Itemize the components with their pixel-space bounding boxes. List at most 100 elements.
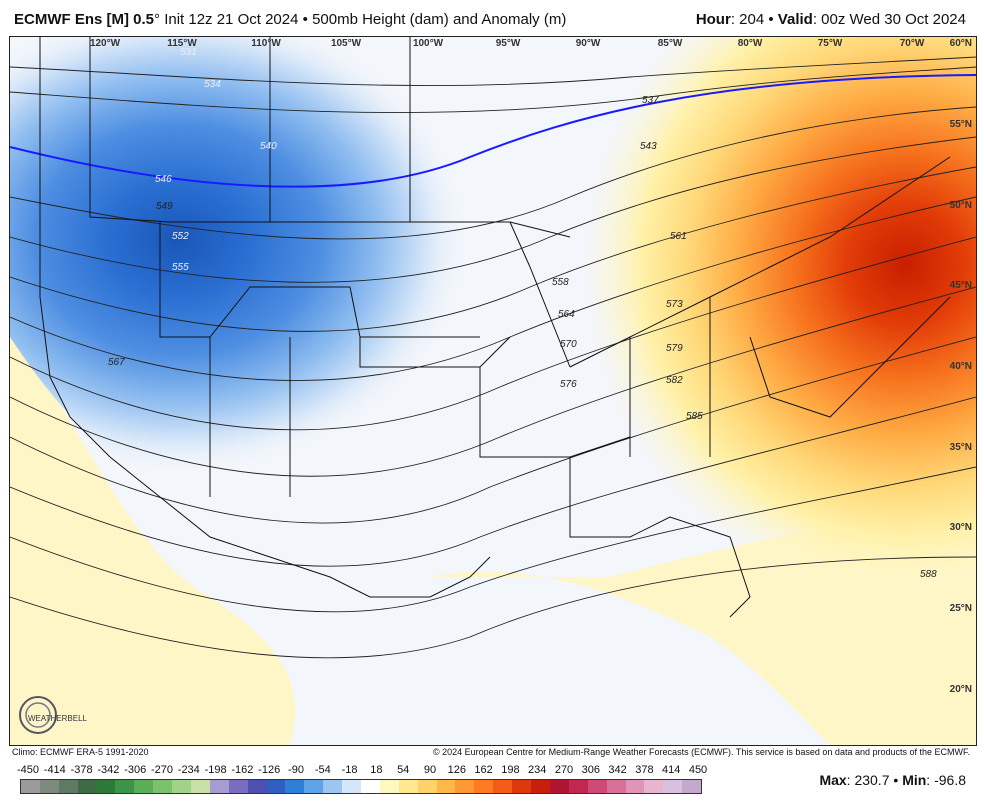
scale-swatch [96,780,116,793]
scale-label: -306 [124,764,147,776]
lat-label: 40°N [950,361,972,372]
scale-label: -378 [70,764,93,776]
scale-swatch [266,780,286,793]
valid-value: 00z Wed 30 Oct 2024 [821,11,966,28]
lon-label: 115°W [167,38,197,49]
scale-swatch [663,780,683,793]
logo-text: WEATHERBELL [28,714,88,723]
contour-label: 588 [920,569,937,580]
scale-label: 90 [423,764,437,776]
scale-swatch [361,780,380,793]
scale-label: 198 [501,764,520,776]
color-scale-bar [20,779,702,794]
max-min-bullet: • [893,772,899,788]
scale-swatch [606,780,626,793]
climo-credit: Climo: ECMWF ERA-5 1991-2020 [12,747,149,757]
contour-label: 543 [640,141,657,152]
scale-label: 342 [608,764,627,776]
contour-label: 552 [172,231,189,242]
scale-swatch [625,780,645,793]
min-label: Min [902,772,927,788]
scale-label: -342 [97,764,120,776]
scale-swatch [379,780,399,793]
header: ECMWF Ens [M] 0.5° Init 12z 21 Oct 2024 … [0,0,984,36]
contour-label: 555 [172,262,189,273]
latitude-labels: 60°N 55°N 50°N 45°N 40°N 35°N 30°N 25°N … [950,38,972,695]
lat-label: 50°N [950,200,972,211]
contour-label: 567 [108,357,125,368]
scale-label: 234 [528,764,547,776]
lon-label: 90°W [576,38,601,49]
scale-swatch [115,780,135,793]
lat-label: 60°N [950,38,972,49]
chart-title: ECMWF Ens [M] 0.5° Init 12z 21 Oct 2024 … [14,11,566,28]
contour-labels: 531 534 537 540 543 546 549 552 555 558 … [108,47,937,580]
product-name: 500mb Height (dam) and Anomaly (m) [312,11,567,28]
political-boundaries [39,37,951,618]
scale-label: -18 [341,764,358,776]
scale-swatch [682,780,702,793]
lat-label: 30°N [950,522,972,533]
scale-label: -162 [231,764,254,776]
scale-swatch [587,780,607,793]
lat-label: 20°N [950,684,972,695]
height-contours [10,56,976,659]
model-name: ECMWF Ens [M] 0.5 [14,11,155,28]
scale-swatch [172,780,192,793]
anomaly-positive-west [10,337,296,745]
lon-label: 105°W [331,38,362,49]
scale-swatch [209,780,229,793]
scale-swatch [493,780,513,793]
contour-label: 585 [686,411,703,422]
longitude-labels: 120°W 115°W 110°W 105°W 100°W 95°W 90°W … [90,38,925,49]
contour-label: 537 [642,95,659,106]
scale-swatch [531,780,550,793]
map-canvas: 120°W 115°W 110°W 105°W 100°W 95°W 90°W … [10,37,976,745]
scale-label: -270 [150,764,174,776]
max-min-readout: Max: 230.7 • Min: -96.8 [819,772,966,788]
contour-label: 531 [180,47,197,58]
contour-label: 546 [155,174,172,185]
scale-label: -414 [43,764,66,776]
scale-swatch [39,780,59,793]
scale-label: 378 [635,764,654,776]
contour-label: 570 [560,339,577,350]
scale-swatch [323,780,343,793]
valid-bullet: • [768,11,774,28]
lon-label: 85°W [658,38,683,49]
scale-swatch [247,780,267,793]
scale-swatch [342,780,362,793]
lat-label: 55°N [950,119,972,130]
valid-time: Hour: 204 • Valid: 00z Wed 30 Oct 2024 [695,11,966,28]
scale-label: -126 [258,764,281,776]
contour-label: 558 [552,277,569,288]
lon-label: 70°W [900,38,925,49]
lat-label: 35°N [950,442,972,453]
hour-value: 204 [739,11,765,28]
scale-label: 306 [581,764,600,776]
scale-swatch [134,780,154,793]
valid-label: Valid [777,11,813,28]
contour-label: 573 [666,299,683,310]
scale-swatch [512,780,532,793]
contour-label: 561 [670,231,687,242]
scale-swatch [153,780,173,793]
max-value: 230.7 [854,772,890,788]
lon-label: 100°W [413,38,444,49]
scale-label: -54 [314,764,331,776]
scale-label: -234 [177,764,200,776]
scale-swatch [398,780,418,793]
lon-label: 95°W [496,38,521,49]
scale-label: 162 [474,764,493,776]
weather-map[interactable]: 120°W 115°W 110°W 105°W 100°W 95°W 90°W … [9,36,977,746]
min-value: -96.8 [934,772,966,788]
scale-label: 414 [662,764,681,776]
scale-label: -198 [204,764,227,776]
degree-symbol: ° [154,11,161,28]
scale-swatch [21,780,40,793]
contour-label: 582 [666,375,683,386]
credits: Climo: ECMWF ERA-5 1991-2020 © 2024 Euro… [0,744,984,760]
title-bullet: • [302,11,308,28]
lat-label: 25°N [950,603,972,614]
weatherbell-logo: WEATHERBELL [19,696,88,734]
